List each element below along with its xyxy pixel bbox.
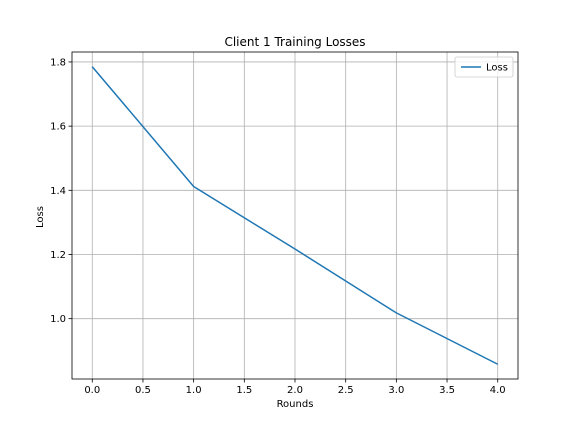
x-axis-ticks: 0.0 0.5 1.0 1.5 2.0 2.5 3.0 3.5 4.0: [84, 379, 506, 396]
y-tick-label: 1.2: [50, 250, 66, 261]
series-line-loss: [91, 66, 499, 365]
legend: Loss: [454, 56, 514, 78]
y-tick-label: 1.8: [50, 57, 66, 68]
series-layer: [91, 66, 499, 365]
x-tick-label: 1.5: [236, 385, 252, 396]
x-tick-label: 3.0: [388, 385, 404, 396]
x-tick-label: 0.5: [135, 385, 151, 396]
x-tick-label: 0.0: [84, 385, 100, 396]
legend-entry-label: Loss: [486, 63, 508, 74]
grid: [72, 52, 518, 379]
x-tick-label: 3.5: [439, 385, 455, 396]
legend-box: [454, 56, 514, 78]
x-tick-label: 2.5: [338, 385, 354, 396]
y-tick-label: 1.4: [50, 186, 66, 197]
y-tick-label: 1.6: [50, 122, 66, 133]
x-axis-label: Rounds: [277, 399, 314, 410]
x-tick-label: 2.0: [287, 385, 303, 396]
chart-title: Client 1 Training Losses: [224, 35, 365, 49]
x-tick-label: 1.0: [186, 385, 202, 396]
y-axis-label: Loss: [35, 206, 46, 228]
x-tick-label: 4.0: [490, 385, 506, 396]
y-axis-ticks: 1.0 1.2 1.4 1.6 1.8: [50, 57, 72, 325]
y-tick-label: 1.0: [50, 314, 66, 325]
